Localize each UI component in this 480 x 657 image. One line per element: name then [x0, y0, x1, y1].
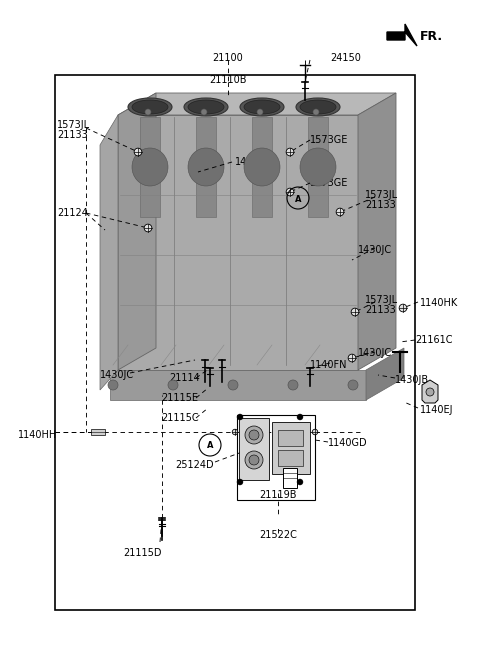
Text: 21115D: 21115D [123, 548, 161, 558]
Text: 1140EJ: 1140EJ [420, 405, 454, 415]
Text: A: A [295, 194, 301, 204]
Circle shape [108, 380, 118, 390]
Text: 21522C: 21522C [259, 530, 297, 540]
Circle shape [426, 388, 434, 396]
Text: 21133: 21133 [365, 200, 396, 210]
Bar [308, 117, 328, 217]
Circle shape [237, 479, 243, 485]
Circle shape [237, 414, 243, 420]
Text: 21119B: 21119B [259, 490, 297, 500]
Polygon shape [118, 115, 358, 370]
Text: 1140HH: 1140HH [18, 430, 57, 440]
Text: 1430JF: 1430JF [235, 157, 268, 167]
Bar [278, 450, 303, 466]
Circle shape [351, 308, 359, 316]
Bar [237, 415, 315, 500]
Circle shape [297, 414, 303, 420]
Polygon shape [110, 370, 366, 400]
Circle shape [249, 430, 259, 440]
Circle shape [232, 429, 238, 435]
Ellipse shape [240, 98, 284, 116]
Circle shape [336, 208, 344, 216]
Text: 21114: 21114 [169, 373, 200, 383]
Bar [239, 418, 269, 480]
Ellipse shape [188, 148, 224, 186]
Text: 21161C: 21161C [415, 335, 453, 345]
Ellipse shape [132, 148, 168, 186]
Text: 21115C: 21115C [161, 413, 199, 423]
Bar [283, 468, 297, 488]
Circle shape [312, 429, 318, 435]
Circle shape [245, 426, 263, 444]
Text: 21115E: 21115E [161, 393, 199, 403]
Text: 1140HK: 1140HK [420, 298, 458, 308]
Text: 21100: 21100 [213, 53, 243, 63]
Text: 24150: 24150 [330, 53, 361, 63]
Text: 1573JL: 1573JL [365, 190, 398, 200]
Text: 25124D: 25124D [176, 460, 214, 470]
Bar [272, 422, 310, 474]
Bar [140, 117, 160, 217]
Ellipse shape [300, 100, 336, 114]
Bar [278, 430, 303, 446]
Circle shape [288, 380, 298, 390]
Ellipse shape [244, 148, 280, 186]
Polygon shape [366, 348, 404, 400]
Circle shape [249, 455, 259, 465]
Text: 1430JB: 1430JB [395, 375, 429, 385]
Text: FR.: FR. [420, 30, 443, 43]
Circle shape [257, 109, 263, 115]
Text: 1430JC: 1430JC [100, 370, 134, 380]
Circle shape [348, 380, 358, 390]
Text: 1430JC: 1430JC [358, 245, 392, 255]
Circle shape [228, 380, 238, 390]
Polygon shape [100, 115, 118, 390]
Circle shape [134, 148, 142, 156]
Bar [91, 429, 105, 435]
Text: 1140GD: 1140GD [328, 438, 368, 448]
Text: 1140FN: 1140FN [310, 360, 348, 370]
Polygon shape [118, 93, 156, 370]
Text: 21133: 21133 [365, 305, 396, 315]
Circle shape [245, 451, 263, 469]
Circle shape [144, 224, 152, 232]
Text: 1573GE: 1573GE [310, 178, 348, 188]
Circle shape [201, 109, 207, 115]
Circle shape [348, 354, 356, 362]
Circle shape [145, 109, 151, 115]
Polygon shape [422, 380, 438, 403]
Ellipse shape [296, 98, 340, 116]
Text: A: A [207, 442, 213, 451]
Ellipse shape [244, 100, 280, 114]
Text: 1573JL: 1573JL [57, 120, 90, 130]
Text: 1573GE: 1573GE [310, 135, 348, 145]
Text: 1573JL: 1573JL [365, 295, 398, 305]
Ellipse shape [184, 98, 228, 116]
Text: 21110B: 21110B [209, 75, 247, 85]
Circle shape [399, 304, 407, 312]
Circle shape [286, 148, 294, 156]
Polygon shape [387, 24, 417, 46]
Polygon shape [358, 93, 396, 370]
Text: 1430JC: 1430JC [358, 348, 392, 358]
Bar [252, 117, 272, 217]
Ellipse shape [128, 98, 172, 116]
Bar [196, 117, 216, 217]
Circle shape [313, 109, 319, 115]
Ellipse shape [300, 148, 336, 186]
Bar [55, 75, 415, 610]
Circle shape [286, 188, 294, 196]
Ellipse shape [188, 100, 224, 114]
Polygon shape [118, 93, 396, 115]
Ellipse shape [132, 100, 168, 114]
Circle shape [297, 479, 303, 485]
Text: 21124: 21124 [57, 208, 88, 218]
Circle shape [168, 380, 178, 390]
Text: 21133: 21133 [57, 130, 88, 140]
